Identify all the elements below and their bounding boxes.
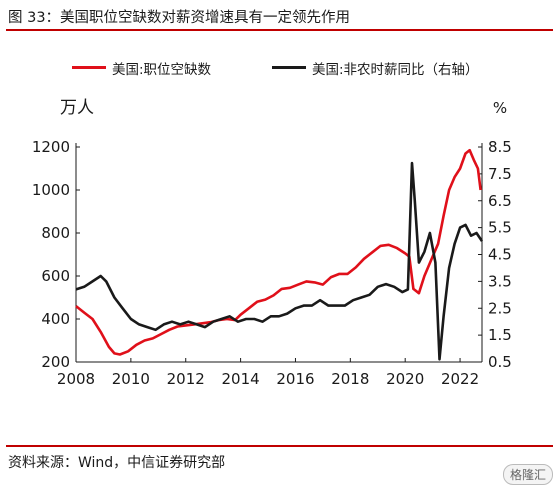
series-line-1: [75, 161, 484, 361]
x-tick-label-3: 2014: [222, 370, 260, 388]
x-tick-label-5: 2018: [331, 370, 369, 388]
right-tick-label-7: 7.5: [488, 165, 512, 183]
x-tick-label-0: 2008: [57, 370, 95, 388]
source-divider: [6, 445, 553, 447]
right-tick-label-5: 5.5: [488, 219, 512, 237]
title-divider: [6, 29, 553, 31]
chart-title: 图 33：美国职位空缺数对薪资增速具有一定领先作用: [8, 10, 351, 26]
right-tick-label-6: 6.5: [488, 192, 512, 210]
x-tick-label-1: 2010: [112, 370, 150, 388]
legend-swatch-series-1: [272, 66, 306, 69]
right-tick-label-2: 2.5: [488, 299, 512, 317]
right-tick-label-0: 0.5: [488, 353, 512, 371]
series-line-0: [75, 148, 482, 356]
right-axis-unit: %: [493, 99, 507, 117]
left-tick-label-3: 800: [41, 224, 70, 242]
x-tick-label-6: 2020: [386, 370, 424, 388]
legend-swatch-series-0: [72, 66, 106, 69]
left-tick-label-0: 200: [41, 353, 70, 371]
x-tick-label-7: 2022: [441, 370, 479, 388]
left-axis-unit: 万人: [60, 98, 94, 118]
legend-label-series-0: 美国:职位空缺数: [112, 62, 212, 78]
right-tick-label-1: 1.5: [488, 326, 512, 344]
left-tick-label-1: 400: [41, 310, 70, 328]
legend-label-series-1: 美国:非农时薪同比（右轴）: [312, 62, 479, 78]
x-tick-label-2: 2012: [167, 370, 205, 388]
source-note: 资料来源：Wind，中信证券研究部: [8, 455, 226, 471]
left-tick-label-4: 1000: [32, 181, 70, 199]
left-tick-label-5: 1200: [32, 138, 70, 156]
right-tick-label-8: 8.5: [488, 138, 512, 156]
left-tick-label-2: 600: [41, 267, 70, 285]
right-tick-label-4: 4.5: [488, 246, 512, 264]
brand-logo: 格隆汇: [502, 464, 553, 485]
right-tick-label-3: 3.5: [488, 272, 512, 290]
x-tick-label-4: 2016: [276, 370, 314, 388]
